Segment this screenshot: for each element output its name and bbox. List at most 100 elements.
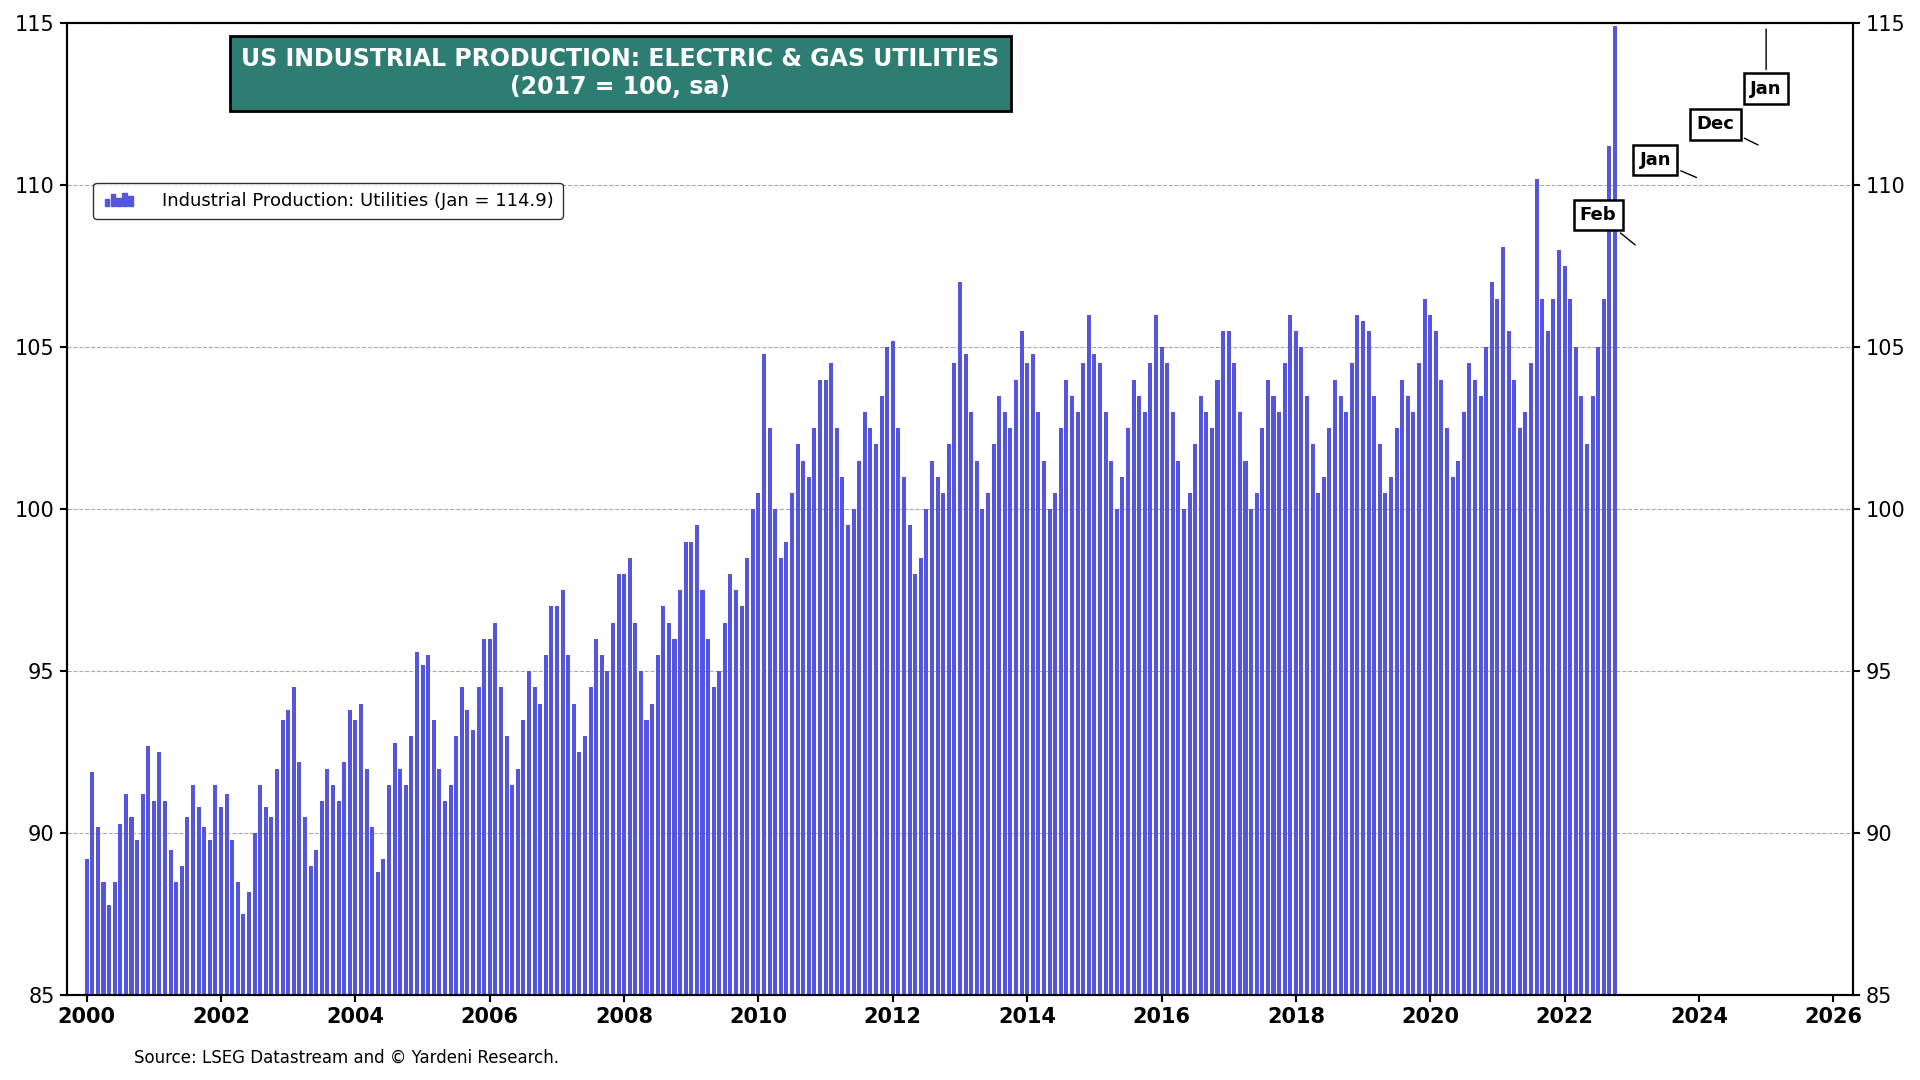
Bar: [964, 353, 968, 996]
Bar: [538, 704, 541, 996]
Bar: [801, 460, 804, 996]
Bar: [1461, 411, 1465, 996]
Bar: [1104, 411, 1108, 996]
Bar: [409, 737, 413, 996]
Bar: [678, 591, 682, 996]
Bar: [157, 753, 161, 996]
Bar: [751, 509, 755, 996]
Bar: [1446, 428, 1450, 996]
Bar: [365, 769, 369, 996]
Bar: [382, 860, 386, 996]
Bar: [572, 704, 576, 996]
Bar: [722, 623, 728, 996]
Bar: [874, 444, 877, 996]
Bar: [415, 652, 419, 996]
Bar: [1160, 347, 1164, 996]
Bar: [1327, 428, 1331, 996]
Bar: [555, 607, 559, 996]
Bar: [1440, 379, 1444, 996]
Bar: [1058, 428, 1064, 996]
Bar: [1142, 411, 1146, 996]
Bar: [392, 743, 397, 996]
Bar: [1546, 330, 1549, 996]
Bar: [952, 363, 956, 996]
Bar: [113, 882, 117, 996]
Bar: [1081, 363, 1085, 996]
Bar: [1233, 363, 1236, 996]
Bar: [593, 639, 599, 996]
Bar: [253, 834, 257, 996]
Bar: [756, 492, 760, 996]
Bar: [1434, 330, 1438, 996]
Bar: [1283, 363, 1286, 996]
Bar: [1586, 444, 1590, 996]
Bar: [1411, 411, 1415, 996]
Bar: [639, 672, 643, 996]
Bar: [1507, 330, 1511, 996]
Bar: [660, 607, 666, 996]
Bar: [733, 591, 737, 996]
Bar: [1321, 476, 1327, 996]
Bar: [371, 827, 374, 996]
Bar: [1183, 509, 1187, 996]
Bar: [257, 785, 263, 996]
Bar: [920, 557, 924, 996]
Bar: [1277, 411, 1281, 996]
Bar: [611, 623, 614, 996]
Bar: [505, 737, 509, 996]
Bar: [459, 688, 465, 996]
Legend: Industrial Production: Utilities (Jan = 114.9): Industrial Production: Utilities (Jan = …: [94, 183, 563, 219]
Bar: [1496, 298, 1500, 996]
Bar: [651, 704, 655, 996]
Bar: [1131, 379, 1135, 996]
Bar: [1484, 347, 1488, 996]
Bar: [84, 860, 88, 996]
Bar: [768, 428, 772, 996]
Bar: [225, 795, 228, 996]
Bar: [1563, 266, 1567, 996]
Bar: [935, 476, 939, 996]
Bar: [102, 882, 106, 996]
Bar: [298, 762, 301, 996]
Bar: [1590, 395, 1596, 996]
Bar: [248, 892, 252, 996]
Bar: [684, 541, 687, 996]
Bar: [1288, 314, 1292, 996]
Bar: [426, 656, 430, 996]
Text: Dec: Dec: [1697, 116, 1759, 145]
Bar: [1551, 298, 1555, 996]
Bar: [1306, 395, 1309, 996]
Bar: [1557, 249, 1561, 996]
Bar: [330, 785, 334, 996]
Bar: [1025, 363, 1029, 996]
Bar: [1238, 411, 1242, 996]
Bar: [1171, 411, 1175, 996]
Bar: [1361, 321, 1365, 996]
Bar: [780, 557, 783, 996]
Bar: [1379, 444, 1382, 996]
Bar: [303, 818, 307, 996]
Bar: [885, 347, 889, 996]
Bar: [1400, 379, 1404, 996]
Bar: [403, 785, 407, 996]
Bar: [566, 656, 570, 996]
Bar: [1204, 411, 1208, 996]
Bar: [286, 711, 290, 996]
Bar: [275, 769, 278, 996]
Text: US INDUSTRIAL PRODUCTION: ELECTRIC & GAS UTILITIES
(2017 = 100, sa): US INDUSTRIAL PRODUCTION: ELECTRIC & GAS…: [242, 48, 1000, 99]
Bar: [701, 591, 705, 996]
Bar: [975, 460, 979, 996]
Bar: [806, 476, 810, 996]
Text: Feb: Feb: [1580, 206, 1636, 245]
Bar: [599, 656, 603, 996]
Bar: [1227, 330, 1231, 996]
Bar: [739, 607, 743, 996]
Bar: [324, 769, 330, 996]
Bar: [1405, 395, 1409, 996]
Bar: [1192, 444, 1198, 996]
Bar: [1478, 395, 1482, 996]
Bar: [1054, 492, 1058, 996]
Bar: [1519, 428, 1523, 996]
Bar: [1501, 246, 1505, 996]
Bar: [1513, 379, 1517, 996]
